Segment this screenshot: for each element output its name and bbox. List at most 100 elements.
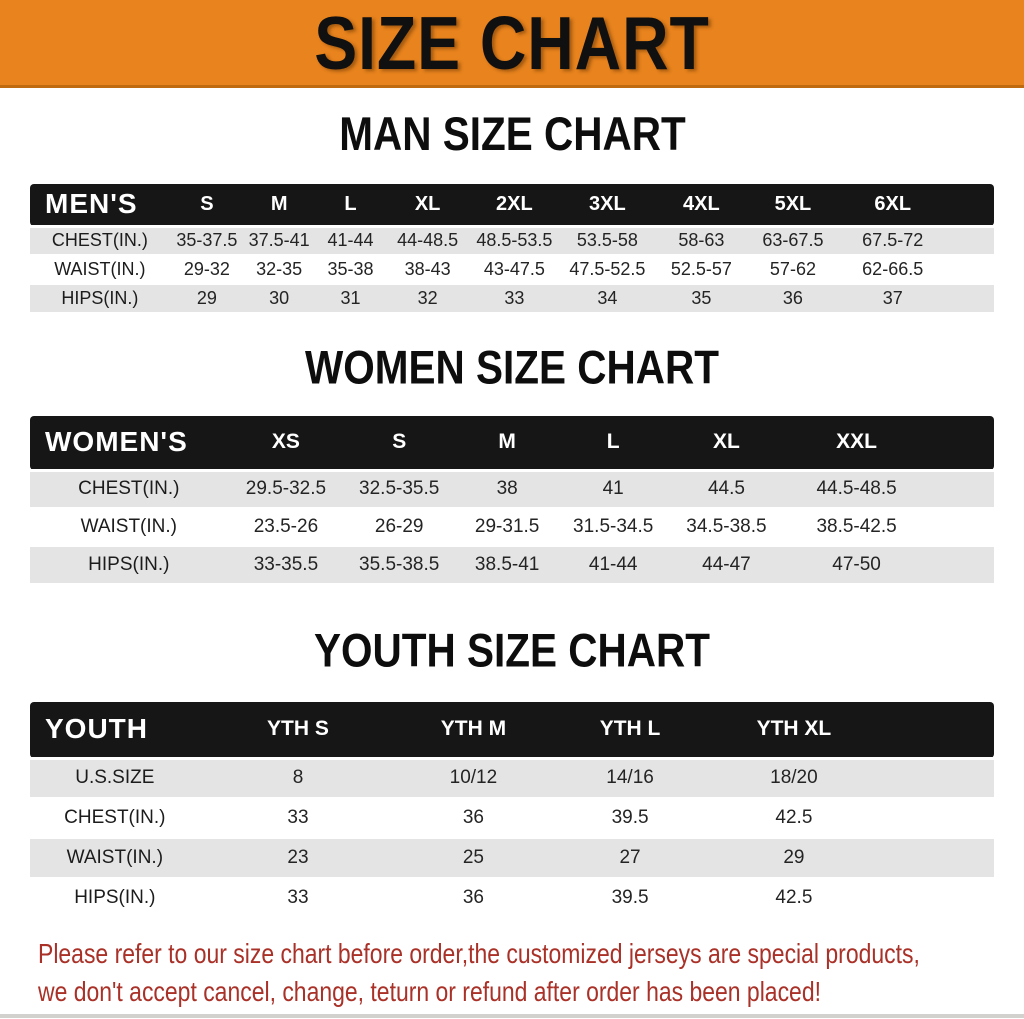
measurement-row: CHEST(IN.) 29.5-32.5 32.5-35.5 38 41 44.5 44.5… <box>30 470 994 509</box>
size-value: 41-44 <box>560 546 667 585</box>
column-header: M <box>454 416 561 472</box>
size-value: 8 <box>199 758 397 799</box>
size-value: 39.5 <box>550 798 710 839</box>
man-size-chart-title: MAN SIZE CHART <box>0 106 1024 166</box>
row-label: CHEST(IN.) <box>30 470 228 509</box>
size-value: 38.5-41 <box>454 546 561 585</box>
size-value: 31 <box>314 284 387 314</box>
man-size-chart-title-text: MAN SIZE CHART <box>338 106 686 161</box>
size-value: 35-38 <box>314 255 387 285</box>
size-value: 29.5-32.5 <box>227 470 345 509</box>
size-value: 47.5-52.5 <box>560 255 655 285</box>
size-value: 32-35 <box>243 255 315 285</box>
size-value: 53.5-58 <box>560 226 655 256</box>
row-label: CHEST(IN.) <box>30 798 200 839</box>
table-header-row: YOUTH YTH S YTH M YTH L YTH XL <box>30 702 994 760</box>
size-value: 38.5-42.5 <box>786 508 927 547</box>
column-header: L <box>560 416 667 472</box>
column-header: YTH M <box>396 702 551 760</box>
row-label: HIPS(IN.) <box>30 878 200 919</box>
row-label: U.S.SIZE <box>30 758 200 799</box>
size-value: 37.5-41 <box>243 226 315 256</box>
measurement-row: WAIST(IN.) 23 25 27 29 <box>30 838 994 879</box>
row-filler-cell <box>947 226 994 256</box>
measurement-row: CHEST(IN.) 33 36 39.5 42.5 <box>30 798 994 839</box>
size-value: 32 <box>386 284 469 314</box>
size-value: 33 <box>199 798 397 839</box>
row-filler-cell <box>947 255 994 285</box>
column-header: 6XL <box>837 184 948 228</box>
column-header: 5XL <box>748 184 838 228</box>
size-value: 25 <box>396 838 551 879</box>
bottom-edge-strip <box>0 1014 1024 1018</box>
youth-size-section: YOUTH SIZE CHART YOUTH YTH S YTH M YTH L YTH… <box>0 623 1024 919</box>
group-label: WOMEN'S <box>30 416 228 472</box>
group-label: YOUTH <box>30 702 200 760</box>
row-filler-cell <box>926 508 994 547</box>
size-value: 34.5-38.5 <box>666 508 787 547</box>
size-value: 42.5 <box>709 798 879 839</box>
measurement-row: HIPS(IN.) 33 36 39.5 42.5 <box>30 878 994 919</box>
size-value: 23.5-26 <box>227 508 345 547</box>
table-header-row: MEN'S S M L XL 2XL 3XL 4XL 5XL 6XL <box>30 184 994 228</box>
size-value: 29-31.5 <box>454 508 561 547</box>
size-value: 48.5-53.5 <box>468 226 561 256</box>
column-header: 2XL <box>468 184 561 228</box>
size-value: 35-37.5 <box>169 226 244 256</box>
women-size-section: WOMEN SIZE CHART WOMEN'S XS S M L XL XXL CHEST(… <box>0 340 1024 585</box>
header-filler-cell <box>926 416 994 472</box>
size-value: 38 <box>454 470 561 509</box>
measurement-row: WAIST(IN.) 23.5-26 26-29 29-31.5 31.5-34.5 34… <box>30 508 994 547</box>
size-value: 34 <box>560 284 655 314</box>
women-size-chart-title-text: WOMEN SIZE CHART <box>304 340 719 395</box>
size-value: 67.5-72 <box>837 226 948 256</box>
row-filler-cell <box>926 546 994 585</box>
size-value: 29-32 <box>169 255 244 285</box>
size-value: 35 <box>654 284 749 314</box>
column-header: M <box>243 184 315 228</box>
row-filler-cell <box>878 758 994 799</box>
size-value: 44-47 <box>666 546 787 585</box>
column-header: 4XL <box>654 184 749 228</box>
size-value: 63-67.5 <box>748 226 838 256</box>
measurement-row: HIPS(IN.) 29 30 31 32 33 34 35 36 37 <box>30 284 994 314</box>
column-header: XXL <box>786 416 927 472</box>
size-value: 41 <box>560 470 667 509</box>
mens-size-table: MEN'S S M L XL 2XL 3XL 4XL 5XL 6XL CHEST(IN.) 35-37… <box>30 184 994 314</box>
row-label: HIPS(IN.) <box>30 284 170 314</box>
size-value: 52.5-57 <box>654 255 749 285</box>
size-value: 44.5 <box>666 470 787 509</box>
column-header: XS <box>227 416 345 472</box>
column-header: S <box>344 416 455 472</box>
size-value: 29 <box>709 838 879 879</box>
measurement-row: CHEST(IN.) 35-37.5 37.5-41 41-44 44-48.5 48.5… <box>30 226 994 256</box>
measurement-row: HIPS(IN.) 33-35.5 35.5-38.5 38.5-41 41-44 44-… <box>30 546 994 585</box>
header-filler-cell <box>878 702 994 760</box>
size-value: 41-44 <box>314 226 387 256</box>
size-value: 47-50 <box>786 546 927 585</box>
size-value: 36 <box>396 878 551 919</box>
size-value: 33 <box>468 284 561 314</box>
size-value: 36 <box>396 798 551 839</box>
youth-size-table: YOUTH YTH S YTH M YTH L YTH XL U.S.SIZE 8 10/12… <box>30 702 994 919</box>
size-value: 26-29 <box>344 508 455 547</box>
size-value: 43-47.5 <box>468 255 561 285</box>
disclaimer-line-1: Please refer to our size chart before or… <box>38 938 920 969</box>
row-filler-cell <box>926 470 994 509</box>
size-value: 33-35.5 <box>227 546 345 585</box>
size-value: 39.5 <box>550 878 710 919</box>
size-value: 31.5-34.5 <box>560 508 667 547</box>
column-header: 3XL <box>560 184 655 228</box>
size-value: 57-62 <box>748 255 838 285</box>
column-header: XL <box>386 184 469 228</box>
size-value: 38-43 <box>386 255 469 285</box>
column-header: YTH XL <box>709 702 879 760</box>
row-label: WAIST(IN.) <box>30 508 228 547</box>
size-value: 44-48.5 <box>386 226 469 256</box>
measurement-row: U.S.SIZE 8 10/12 14/16 18/20 <box>30 758 994 799</box>
group-label: MEN'S <box>30 184 170 228</box>
column-header: S <box>169 184 244 228</box>
youth-size-chart-title-text: YOUTH SIZE CHART <box>313 623 710 678</box>
size-value: 44.5-48.5 <box>786 470 927 509</box>
youth-size-chart-title: YOUTH SIZE CHART <box>0 623 1024 683</box>
